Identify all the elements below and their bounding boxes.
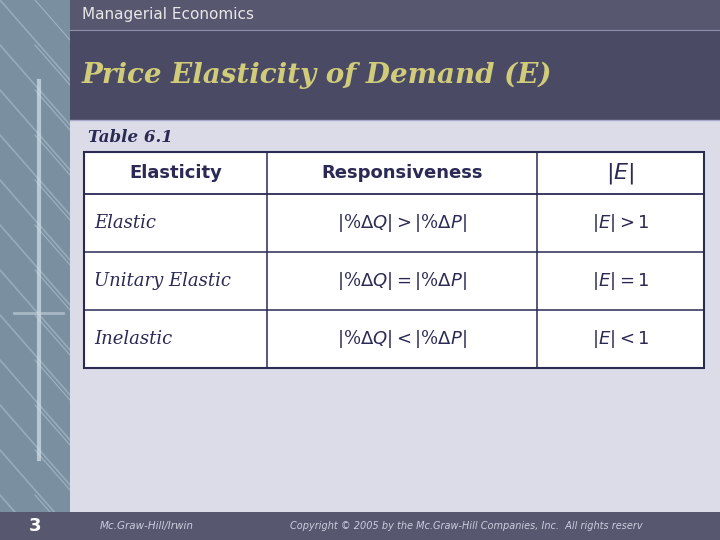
Text: Price Elasticity of Demand (E): Price Elasticity of Demand (E) [82, 62, 552, 89]
Bar [70, 120, 720, 512]
Text: Unitary Elastic: Unitary Elastic [94, 272, 231, 290]
Text: Elastic: Elastic [94, 214, 156, 232]
Text: Responsiveness: Responsiveness [321, 164, 482, 182]
Text: Copyright © 2005 by the Mc.Graw-Hill Companies, Inc.  All rights reserv: Copyright © 2005 by the Mc.Graw-Hill Com… [290, 521, 643, 531]
Text: Managerial Economics: Managerial Economics [82, 8, 254, 23]
Text: $|$%$\Delta Q|>|$%$\Delta P|$: $|$%$\Delta Q|>|$%$\Delta P|$ [337, 212, 467, 234]
Bar [0, 0, 70, 540]
Text: $|E|>1$: $|E|>1$ [592, 212, 649, 234]
Bar [0, 512, 720, 540]
Text: $|$%$\Delta Q|<|$%$\Delta P|$: $|$%$\Delta Q|<|$%$\Delta P|$ [337, 328, 467, 350]
Text: $|E|$: $|E|$ [606, 160, 634, 186]
Text: Table 6.1: Table 6.1 [88, 130, 173, 146]
Bar [84, 152, 704, 368]
Text: $|$%$\Delta Q|=|$%$\Delta P|$: $|$%$\Delta Q|=|$%$\Delta P|$ [337, 270, 467, 292]
Bar [70, 30, 720, 120]
Text: Mc.Graw-Hill/Irwin: Mc.Graw-Hill/Irwin [100, 521, 194, 531]
Text: Elasticity: Elasticity [129, 164, 222, 182]
Text: 3: 3 [29, 517, 41, 535]
Bar [70, 0, 720, 30]
Text: Inelastic: Inelastic [94, 330, 172, 348]
Text: $|E|=1$: $|E|=1$ [592, 270, 649, 292]
Text: $|E|<1$: $|E|<1$ [592, 328, 649, 350]
